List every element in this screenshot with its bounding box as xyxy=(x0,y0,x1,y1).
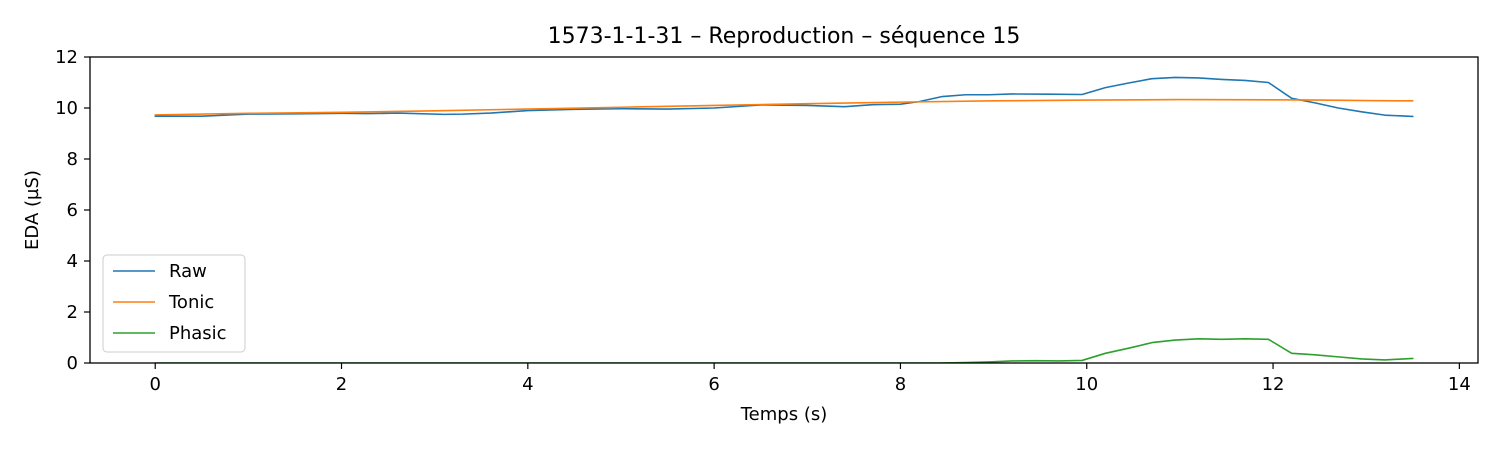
series-line-phasic xyxy=(154,337,1414,363)
legend-label-phasic: Phasic xyxy=(169,323,227,344)
x-axis-label: Temps (s) xyxy=(740,404,828,425)
y-tick-label: 0 xyxy=(67,353,78,374)
legend: Raw Tonic Phasic xyxy=(102,254,246,353)
legend-label-tonic: Tonic xyxy=(168,292,214,313)
y-tick-label: 10 xyxy=(55,98,78,119)
axes: 0 2 4 6 8 10 12 14 0 2 4 6 8 10 12 xyxy=(55,47,1479,395)
y-axis-label: EDA (µS) xyxy=(22,170,43,250)
x-tick-label: 2 xyxy=(336,374,347,395)
series-line-raw xyxy=(154,76,1414,118)
y-tick-label: 6 xyxy=(67,200,78,221)
chart-title: 1573-1-1-31 – Reproduction – séquence 15 xyxy=(548,24,1021,49)
plot-area xyxy=(154,76,1414,363)
y-tick-label: 8 xyxy=(67,149,78,170)
x-tick-label: 10 xyxy=(1075,374,1098,395)
x-tick-label: 6 xyxy=(708,374,719,395)
series-line-tonic xyxy=(154,98,1414,116)
x-tick-label: 12 xyxy=(1262,374,1285,395)
y-tick-label: 12 xyxy=(55,47,78,68)
x-tick-label: 8 xyxy=(895,374,906,395)
x-tick-label: 14 xyxy=(1448,374,1471,395)
plot-frame xyxy=(89,56,1479,364)
x-tick-label: 4 xyxy=(522,374,533,395)
legend-box xyxy=(102,254,246,353)
legend-label-raw: Raw xyxy=(169,261,207,282)
x-tick-label: 0 xyxy=(149,374,160,395)
y-tick-label: 2 xyxy=(67,302,78,323)
y-tick-label: 4 xyxy=(67,251,78,272)
